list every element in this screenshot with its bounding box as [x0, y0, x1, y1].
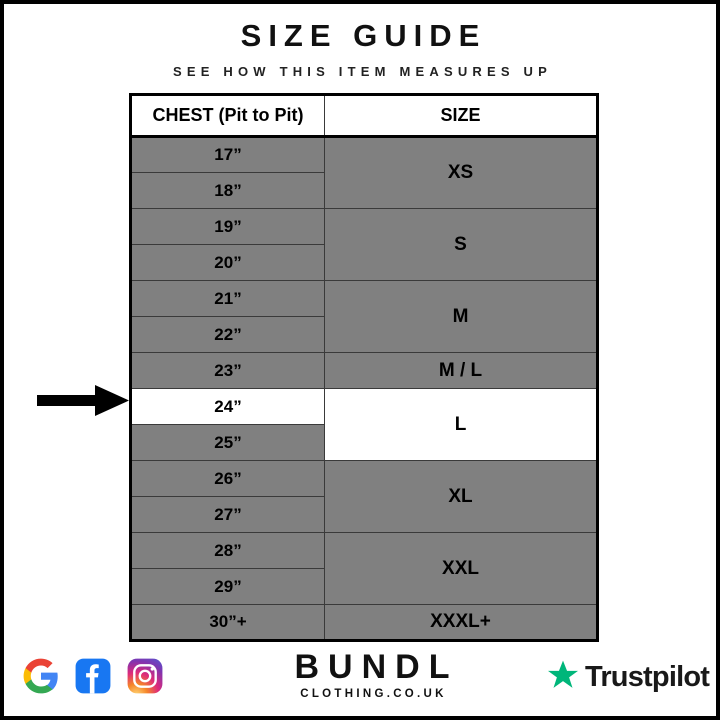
page-subtitle: SEE HOW THIS ITEM MEASURES UP — [172, 63, 553, 79]
page-title: SIZE GUIDE — [240, 18, 487, 53]
trustpilot-label: Trustpilot — [585, 661, 710, 693]
measurement-cell: 26” — [130, 460, 325, 497]
right-arrow-icon — [37, 385, 129, 416]
size-cell: L — [324, 388, 598, 461]
table-row: 18” — [130, 172, 598, 209]
table-row: 27” — [130, 496, 598, 533]
size-table-wrapper: CHEST (Pit to Pit) SIZE 17” XS 18” 19” S 20” 2… — [129, 93, 599, 642]
size-cell: XXXL+ — [324, 604, 598, 641]
brand-domain: CLOTHING.CO.UK — [300, 688, 447, 701]
footer: BUNDL CLOTHING.CO.UK Trustpilot — [4, 641, 716, 716]
header: SIZE GUIDE SEE HOW THIS ITEM MEASURES UP — [4, 4, 716, 79]
table-header-row: CHEST (Pit to Pit) SIZE — [130, 94, 598, 138]
table-row: 29” — [130, 568, 598, 605]
measurement-cell: 21” — [130, 280, 325, 317]
table-row: 17” XS — [130, 136, 598, 209]
column-header-size: SIZE — [324, 94, 598, 138]
size-cell: XS — [324, 136, 598, 209]
social-links — [22, 657, 164, 695]
size-cell: XL — [324, 460, 598, 533]
size-cell: XXL — [324, 532, 598, 605]
brand-logo: BUNDL CLOTHING.CO.UK — [257, 648, 487, 701]
table-row: 24” L — [130, 388, 598, 461]
column-header-chest: CHEST (Pit to Pit) — [130, 94, 325, 138]
table-row: 19” S — [130, 208, 598, 281]
table-header: CHEST (Pit to Pit) SIZE — [130, 94, 598, 138]
trustpilot-logo[interactable]: Trustpilot — [547, 659, 710, 696]
table-row: 28” XXL — [130, 532, 598, 605]
size-cell: S — [324, 208, 598, 281]
measurement-cell: 23” — [130, 352, 325, 389]
table-row: 26” XL — [130, 460, 598, 533]
table-row: 30”+ XXXL+ — [130, 604, 598, 641]
measurement-cell: 28” — [130, 532, 325, 569]
size-table: CHEST (Pit to Pit) SIZE 17” XS 18” 19” S 20” 2… — [129, 93, 599, 642]
table-row: 23” M / L — [130, 352, 598, 389]
facebook-icon[interactable] — [74, 657, 112, 695]
size-cell: M — [324, 280, 598, 353]
table-row: 25” — [130, 424, 598, 461]
instagram-icon[interactable] — [126, 657, 164, 695]
measurement-cell: 22” — [130, 316, 325, 353]
measurement-cell: 24” — [130, 388, 325, 425]
measurement-cell: 29” — [130, 568, 325, 605]
measurement-cell: 27” — [130, 496, 325, 533]
trustpilot-star-icon — [547, 659, 579, 696]
size-cell: M / L — [324, 352, 598, 389]
measurement-cell: 20” — [130, 244, 325, 281]
table-body: 17” XS 18” 19” S 20” 21” M 22” 23” M / L 24” L 25” 26”… — [130, 136, 598, 641]
table-row: 20” — [130, 244, 598, 281]
table-row: 21” M — [130, 280, 598, 353]
measurement-cell: 19” — [130, 208, 325, 245]
google-icon[interactable] — [22, 657, 60, 695]
measurement-cell: 30”+ — [130, 604, 325, 641]
measurement-cell: 25” — [130, 424, 325, 461]
measurement-cell: 17” — [130, 136, 325, 173]
measurement-cell: 18” — [130, 172, 325, 209]
brand-name: BUNDL — [294, 648, 459, 686]
